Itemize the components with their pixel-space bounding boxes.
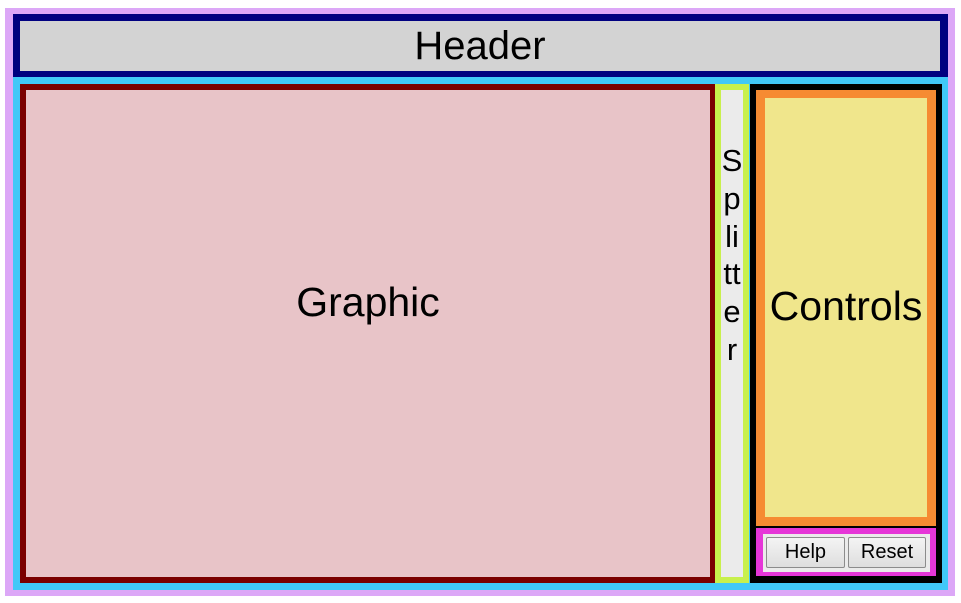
- graphic-label: Graphic: [296, 279, 440, 325]
- header: Header: [20, 21, 940, 71]
- reset-button[interactable]: Reset: [848, 537, 926, 568]
- splitter-handle[interactable]: Splitter: [721, 90, 743, 577]
- splitter-label: Splitter: [721, 143, 743, 367]
- header-title: Header: [414, 23, 546, 68]
- button-bar: Help Reset: [763, 534, 930, 572]
- controls-panel: Controls: [765, 98, 927, 517]
- graphic-panel: Graphic: [26, 90, 710, 577]
- controls-label: Controls: [769, 283, 923, 329]
- help-button[interactable]: Help: [766, 537, 845, 568]
